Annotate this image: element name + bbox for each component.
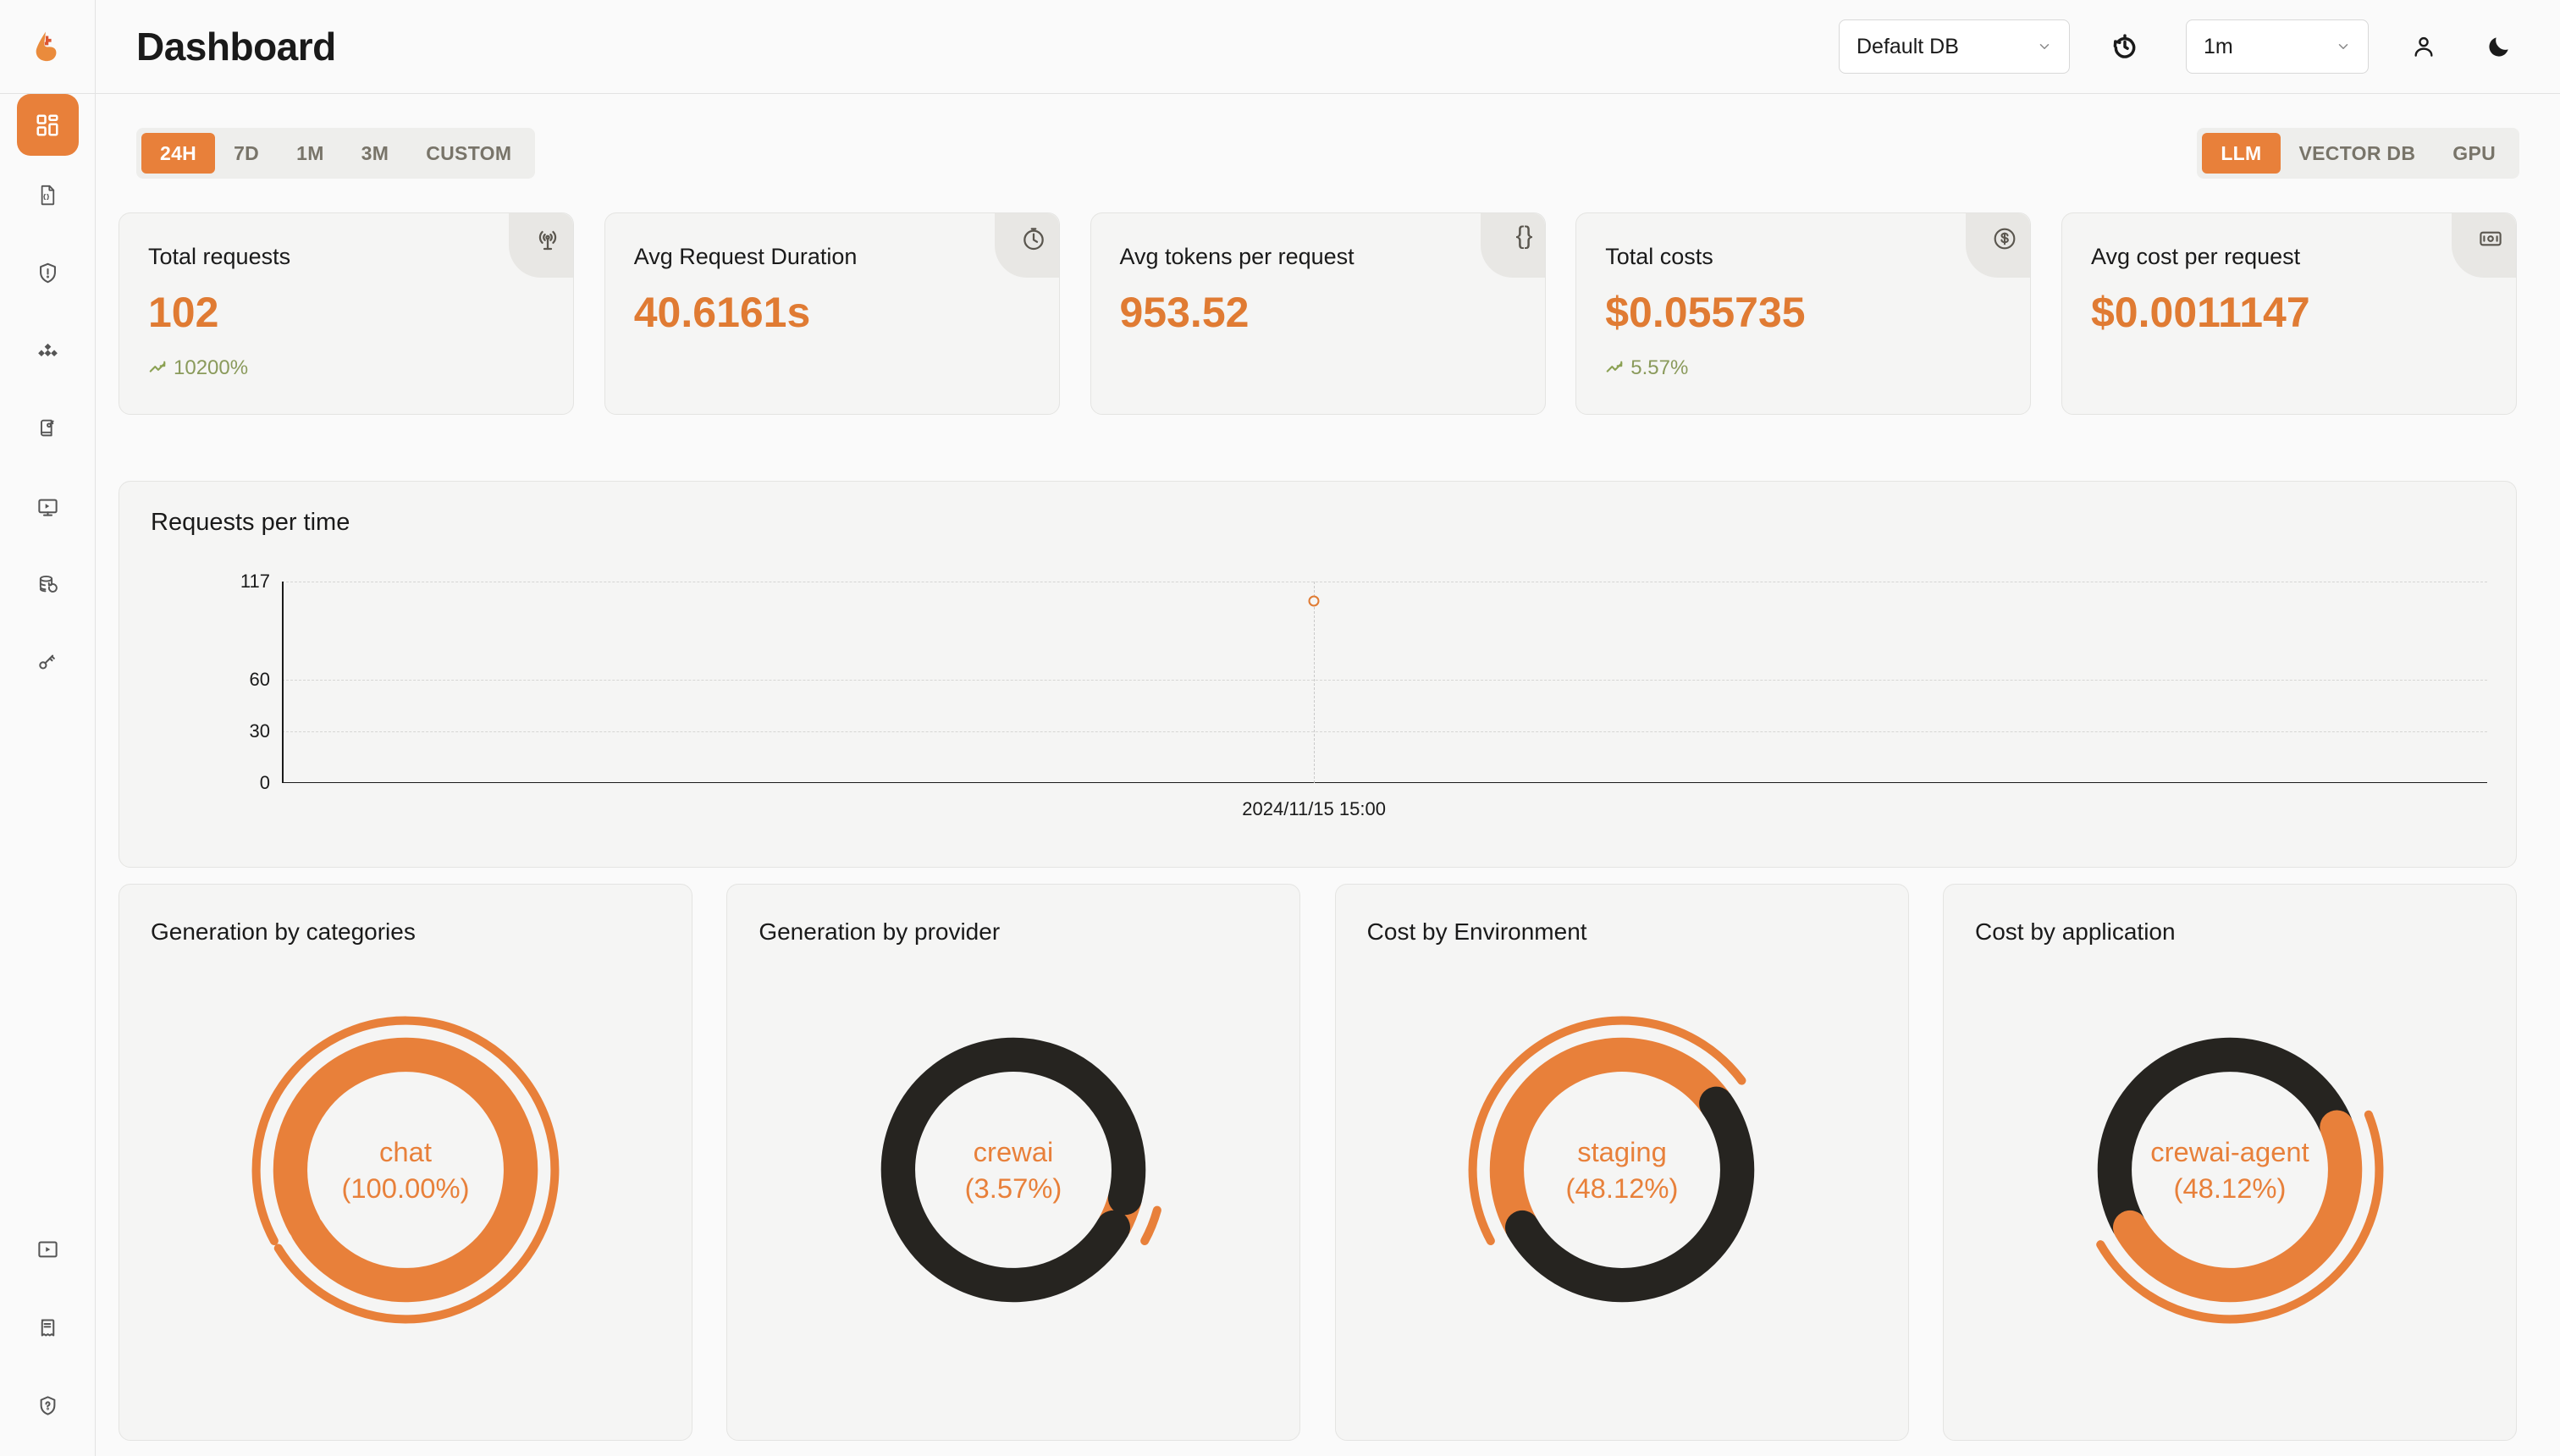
svg-text:(100.00%): (100.00%) — [341, 1172, 469, 1204]
svg-text:(48.12%): (48.12%) — [1565, 1172, 1678, 1204]
svg-text:staging: staging — [1577, 1136, 1667, 1167]
svg-text:crewai-agent: crewai-agent — [2150, 1136, 2309, 1167]
svg-text:(3.57%): (3.57%) — [965, 1172, 1062, 1204]
svg-text:chat: chat — [379, 1136, 432, 1167]
svg-text:crewai: crewai — [974, 1136, 1054, 1167]
svg-text:(48.12%): (48.12%) — [2174, 1172, 2287, 1204]
